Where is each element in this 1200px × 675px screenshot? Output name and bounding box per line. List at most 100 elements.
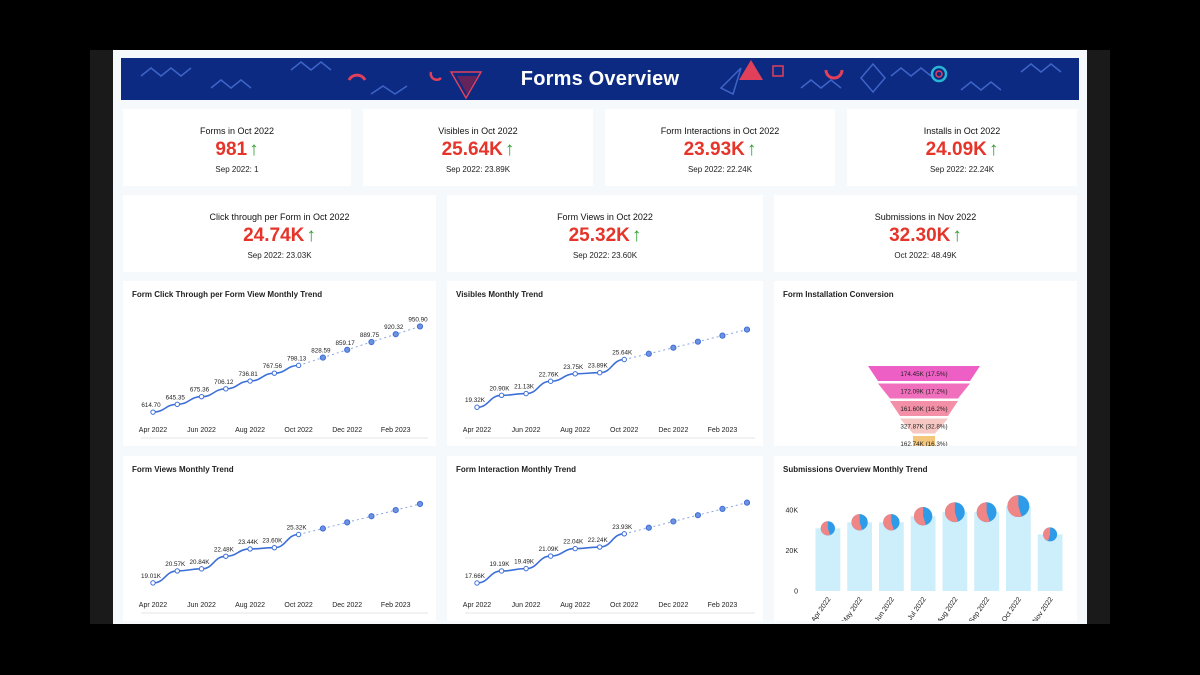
- data-point[interactable]: [547, 378, 554, 384]
- x-tick-label: Dec 2022: [658, 602, 688, 609]
- x-tick-label: Jun 2022: [512, 602, 541, 609]
- data-point[interactable]: [198, 566, 205, 572]
- funnel-stage[interactable]: [900, 418, 948, 434]
- data-point[interactable]: [523, 390, 529, 397]
- data-point[interactable]: [572, 371, 578, 377]
- data-point[interactable]: [150, 580, 156, 586]
- data-point[interactable]: [547, 553, 554, 559]
- data-point[interactable]: [743, 499, 751, 506]
- data-point[interactable]: [150, 409, 156, 415]
- data-point[interactable]: [523, 565, 529, 572]
- data-point[interactable]: [621, 531, 627, 537]
- funnel-stage-label: 174.45K (17.5%): [900, 371, 947, 378]
- data-point[interactable]: [621, 356, 627, 363]
- up-arrow-icon: ↑: [952, 225, 962, 246]
- funnel-stage[interactable]: [878, 383, 970, 399]
- kpi-title: Forms in Oct 2022: [199, 126, 275, 136]
- data-label: 22.24K: [588, 537, 609, 544]
- data-label: 23.93K: [612, 524, 633, 531]
- data-label: 736.81: [238, 371, 258, 378]
- data-point[interactable]: [174, 401, 180, 408]
- bar[interactable]: [1037, 534, 1063, 591]
- x-tick-label: Aug 2022: [560, 602, 590, 609]
- data-point[interactable]: [645, 350, 652, 357]
- page-title: Forms Overview: [520, 68, 680, 90]
- data-point[interactable]: [247, 378, 253, 384]
- bar[interactable]: [910, 516, 936, 591]
- data-point[interactable]: [223, 386, 229, 392]
- data-point[interactable]: [597, 544, 603, 550]
- kpi-title: Installs in Oct 2022: [923, 126, 1001, 136]
- data-point[interactable]: [223, 553, 229, 559]
- bar[interactable]: [1005, 506, 1031, 591]
- pie-slice-red: [820, 521, 831, 536]
- chart-title: Visibles Monthly Trend: [456, 290, 543, 299]
- data-point[interactable]: [344, 346, 351, 353]
- data-point[interactable]: [344, 519, 351, 526]
- x-tick-label: Oct 2022: [284, 602, 313, 609]
- funnel-stage[interactable]: [890, 401, 958, 416]
- y-tick-label: 40K: [786, 508, 799, 515]
- data-point[interactable]: [392, 507, 399, 514]
- data-point[interactable]: [719, 505, 726, 513]
- data-point[interactable]: [295, 531, 302, 538]
- kpi-value: 24.74K: [243, 225, 305, 246]
- bar[interactable]: [847, 522, 873, 591]
- kpi-title: Form Interactions in Oct 2022: [660, 126, 780, 136]
- data-point[interactable]: [295, 362, 302, 369]
- kpi-comparison: Sep 2022: 23.60K: [572, 251, 638, 260]
- x-tick-label: Jun 2022: [512, 427, 541, 434]
- bar[interactable]: [815, 528, 841, 591]
- data-point[interactable]: [416, 323, 424, 330]
- chart-title: Form Click Through per Form View Monthly…: [132, 290, 323, 299]
- data-point[interactable]: [319, 354, 327, 361]
- data-point[interactable]: [247, 546, 253, 552]
- data-point[interactable]: [670, 344, 677, 351]
- data-point[interactable]: [271, 544, 278, 551]
- x-tick-label: Dec 2022: [332, 602, 362, 609]
- funnel-stage[interactable]: [913, 436, 935, 446]
- data-point[interactable]: [174, 568, 180, 574]
- data-label: 25.32K: [287, 524, 308, 531]
- funnel-stage[interactable]: [868, 366, 980, 381]
- kpi-card-installs: Installs in Oct 2022 24.09K ↑ Sep 2022: 2…: [847, 109, 1077, 186]
- data-point[interactable]: [392, 331, 399, 338]
- data-label: 950.90: [408, 316, 428, 323]
- x-tick-label: Feb 2023: [381, 602, 411, 609]
- data-point[interactable]: [694, 512, 702, 519]
- data-point[interactable]: [474, 580, 480, 586]
- x-tick-label: Feb 2023: [381, 427, 411, 434]
- bar[interactable]: [942, 512, 968, 591]
- bar[interactable]: [974, 512, 1000, 591]
- data-point[interactable]: [368, 338, 375, 346]
- bar[interactable]: [878, 522, 904, 591]
- data-point[interactable]: [319, 525, 327, 532]
- data-point[interactable]: [670, 518, 677, 525]
- data-point[interactable]: [572, 545, 578, 552]
- data-point[interactable]: [694, 338, 702, 345]
- up-arrow-icon: ↑: [306, 225, 316, 246]
- data-point[interactable]: [597, 370, 603, 376]
- data-point[interactable]: [719, 332, 726, 339]
- data-point[interactable]: [498, 568, 505, 574]
- data-point[interactable]: [198, 393, 205, 400]
- data-label: 25.64K: [612, 349, 633, 356]
- data-point[interactable]: [645, 524, 652, 531]
- chart-card-funnel: Form Installation Conversion 174.45K (17…: [774, 281, 1077, 446]
- data-point[interactable]: [498, 392, 505, 399]
- x-tick-label: Feb 2023: [708, 427, 738, 434]
- data-label: 920.32: [384, 324, 404, 331]
- data-label: 23.44K: [238, 539, 259, 546]
- data-point[interactable]: [368, 513, 375, 520]
- data-point[interactable]: [474, 404, 480, 410]
- data-label: 614.70: [141, 402, 161, 409]
- data-point[interactable]: [271, 370, 278, 376]
- data-label: 767.56: [263, 363, 283, 370]
- data-point[interactable]: [743, 326, 751, 333]
- banner-decoration: [140, 60, 1062, 100]
- kpi-title: Submissions in Nov 2022: [874, 212, 977, 222]
- data-point[interactable]: [416, 500, 424, 508]
- chart-title: Submissions Overview Monthly Trend: [783, 465, 928, 474]
- pie-slice-red: [976, 502, 990, 523]
